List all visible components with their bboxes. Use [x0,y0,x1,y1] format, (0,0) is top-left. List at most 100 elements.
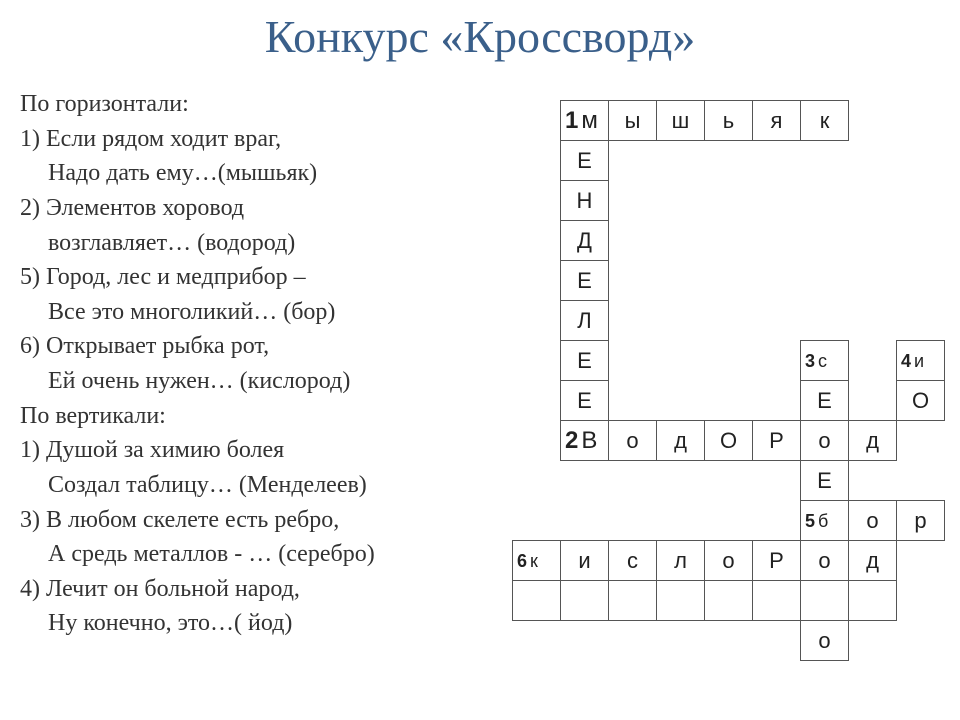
grid-cell [897,221,945,261]
grid-cell [849,261,897,301]
clue-down-1-line2: Создал таблицу… (Менделеев) [20,469,510,502]
grid-cell: д [657,421,705,461]
across-header: По горизонтали: [20,88,510,121]
grid-cell: 1м [561,101,609,141]
grid-cell: Н [561,181,609,221]
grid-cell: Е [561,381,609,421]
grid-cell: д [849,541,897,581]
grid-cell: р [897,501,945,541]
grid-cell [753,221,801,261]
clue-down-4-line2: Ну конечно, это…( йод) [20,607,510,640]
grid-cell [609,461,657,501]
grid-cell [849,381,897,421]
grid-cell: 4и [897,341,945,381]
grid-cell: ы [609,101,657,141]
grid-cell [513,621,561,661]
grid-cell [609,301,657,341]
grid-cell: л [657,541,705,581]
grid-cell [753,381,801,421]
clue-across-1-line2: Надо дать ему…(мышьяк) [20,157,510,190]
grid-cell [513,181,561,221]
grid-cell [801,581,849,621]
grid-cell [753,501,801,541]
grid-cell: Е [561,261,609,301]
grid-cell [897,541,945,581]
grid-cell [513,421,561,461]
grid-cell: и [561,541,609,581]
grid-cell: с [609,541,657,581]
grid-cell: 6к [513,541,561,581]
grid-cell [897,101,945,141]
grid-cell [609,381,657,421]
grid-cell [897,181,945,221]
grid-cell [753,341,801,381]
grid-cell: Е [801,461,849,501]
grid-cell: О [897,381,945,421]
grid-cell [849,141,897,181]
grid-cell [849,181,897,221]
clue-across-5-line2: Все это многоликий… (бор) [20,296,510,329]
grid-cell: я [753,101,801,141]
grid-cell [657,341,705,381]
grid-cell [561,621,609,661]
grid-cell [753,261,801,301]
grid-cell [705,141,753,181]
grid-cell [897,461,945,501]
grid-cell [753,621,801,661]
grid-cell [753,461,801,501]
grid-cell [801,261,849,301]
grid-cell [657,501,705,541]
grid-cell [513,501,561,541]
grid-cell: о [705,541,753,581]
grid-cell [657,221,705,261]
grid-cell [657,461,705,501]
grid-cell [753,581,801,621]
grid-cell [657,381,705,421]
clue-across-6-line1: 6) Открывает рыбка рот, [20,330,510,363]
grid-cell: к [801,101,849,141]
grid-cell [561,581,609,621]
grid-cell: д [849,421,897,461]
grid-cell [897,141,945,181]
grid-cell [705,501,753,541]
grid-cell [609,581,657,621]
grid-cell [513,261,561,301]
grid-cell [897,621,945,661]
grid-cell: о [609,421,657,461]
grid-cell [753,141,801,181]
grid-cell [801,301,849,341]
grid-cell [657,141,705,181]
grid-cell: 2В [561,421,609,461]
grid-cell: Л [561,301,609,341]
grid-cell [849,101,897,141]
grid-cell [705,301,753,341]
grid-cell [609,341,657,381]
grid-cell [609,181,657,221]
grid-cell: Р [753,421,801,461]
grid-cell [513,581,561,621]
grid-cell: Е [561,141,609,181]
grid-cell: о [801,541,849,581]
grid-cell [705,221,753,261]
grid-cell [849,581,897,621]
grid-cell [561,501,609,541]
grid-cell [801,181,849,221]
grid-cell: 3с [801,341,849,381]
grid-cell [753,301,801,341]
grid-cell [513,101,561,141]
grid-cell [609,621,657,661]
grid-cell: о [801,421,849,461]
grid-cell [657,581,705,621]
clue-across-1-line1: 1) Если рядом ходит враг, [20,123,510,156]
grid-cell [513,381,561,421]
grid-cell [657,301,705,341]
grid-cell: о [801,621,849,661]
grid-cell: Е [561,341,609,381]
grid-cell [513,341,561,381]
down-header: По вертикали: [20,400,510,433]
grid-cell [705,461,753,501]
grid-cell: Р [753,541,801,581]
clue-across-5-line1: 5) Город, лес и медприбор – [20,261,510,294]
grid-cell [849,621,897,661]
grid-cell [609,141,657,181]
